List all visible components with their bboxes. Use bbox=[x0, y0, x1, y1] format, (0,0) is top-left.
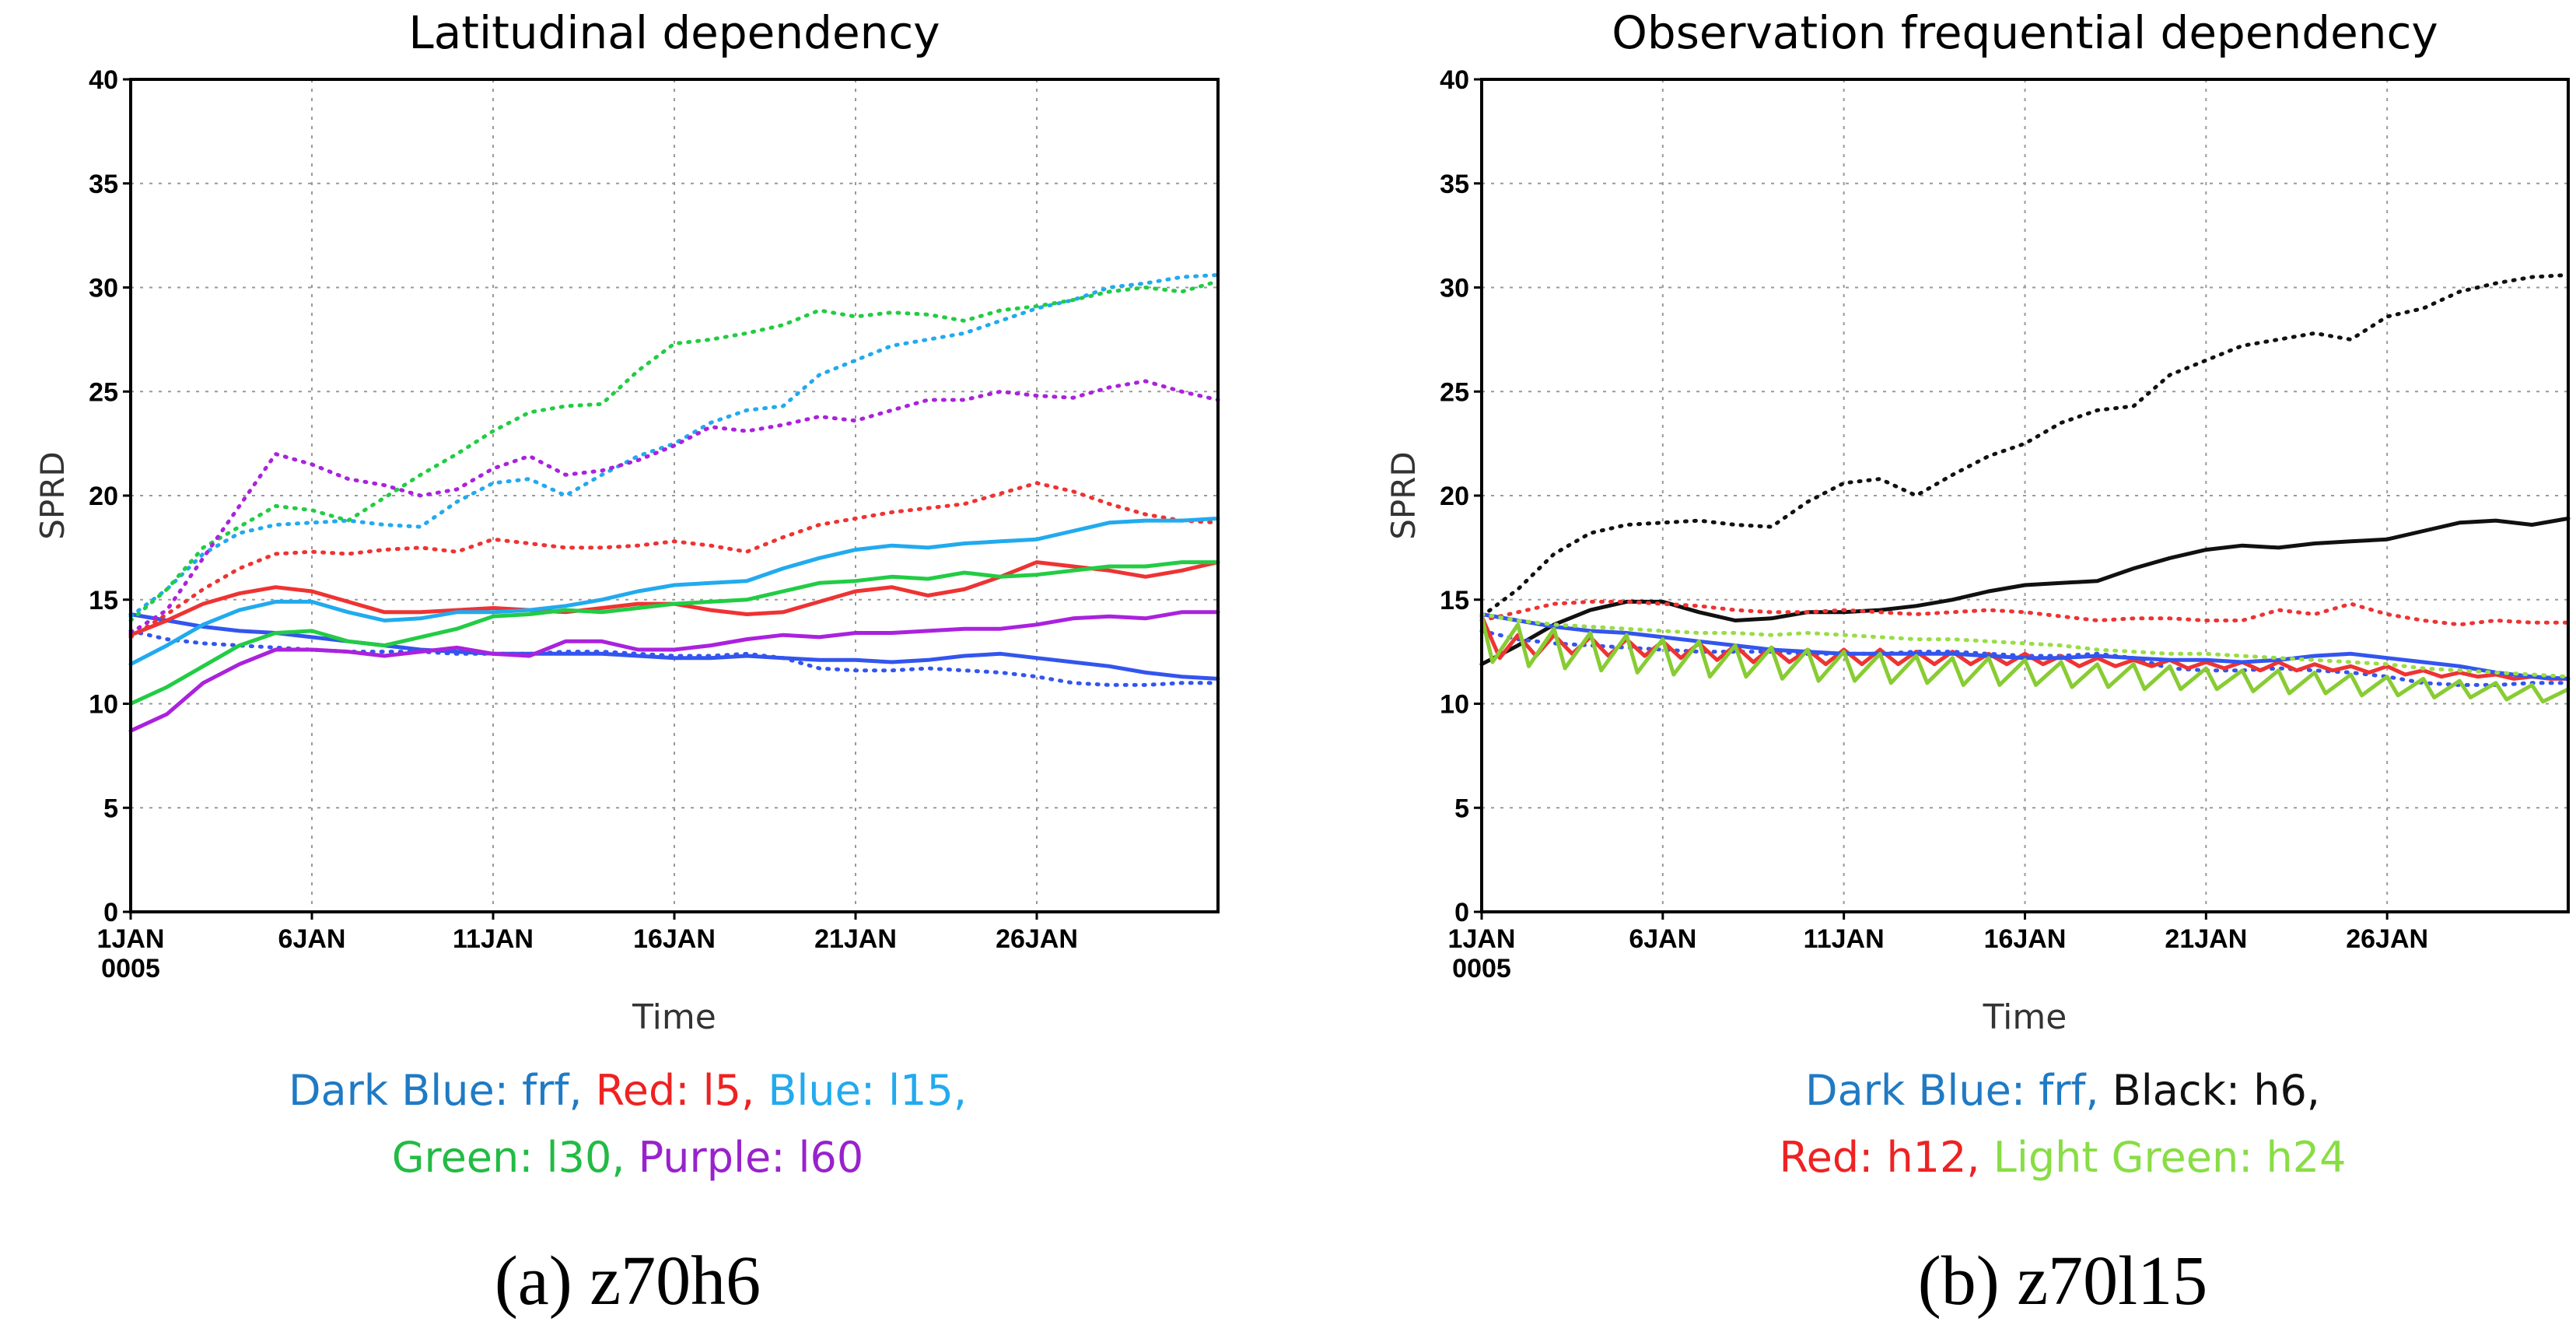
x-tick-label: 11JAN bbox=[453, 924, 534, 954]
legend-row: Red: h12, Light Green: h24 bbox=[1780, 1133, 2347, 1182]
plot-frame bbox=[1480, 78, 2570, 913]
series-line-h24-dotted bbox=[1479, 612, 2571, 679]
y-tick-label: 15 bbox=[89, 586, 118, 615]
x-tick-label: 26JAN bbox=[2346, 924, 2428, 954]
legend-entry: Dark Blue: frf, bbox=[289, 1066, 583, 1115]
x-axis-label: Time bbox=[1983, 997, 2067, 1037]
legend-entry: Red: h12, bbox=[1780, 1133, 1980, 1182]
chart-panel-b: Observation frequential dependency 0 5 10 15… bbox=[1384, 6, 2571, 1320]
legend-entry: Dark Blue: frf, bbox=[1805, 1066, 2099, 1115]
plot-frame bbox=[129, 78, 1220, 913]
y-tick-label: 10 bbox=[1440, 690, 1469, 720]
y-tick-label: 40 bbox=[89, 65, 118, 95]
y-tick-label: 25 bbox=[89, 377, 118, 407]
series-line-l60-solid bbox=[128, 610, 1220, 733]
series-line-l30-dotted bbox=[128, 279, 1220, 622]
series-line-l60-dotted bbox=[128, 379, 1220, 635]
legend-row: Dark Blue: frf, Red: l5, Blue: l15, bbox=[289, 1066, 967, 1115]
series-line-l5-dotted bbox=[128, 481, 1220, 640]
y-tick-label: 5 bbox=[103, 794, 118, 823]
series-line-h24-solid bbox=[1479, 614, 2571, 704]
x-tick-sublabel: 0005 bbox=[101, 954, 160, 983]
legend-row: Dark Blue: frf, Black: h6, bbox=[1805, 1066, 2320, 1115]
legend-row: Green: l30, Purple: l60 bbox=[392, 1133, 864, 1182]
x-tick-label: 16JAN bbox=[1984, 924, 2067, 954]
series-line-h6-dotted bbox=[1479, 272, 2571, 619]
series-line-l30-solid bbox=[128, 560, 1220, 706]
legend-entry: Red: l5, bbox=[583, 1066, 755, 1115]
series-line-l15-solid bbox=[128, 516, 1220, 667]
y-tick-label: 40 bbox=[1440, 65, 1469, 95]
y-tick-label: 30 bbox=[1440, 274, 1469, 303]
y-tick-label: 10 bbox=[89, 690, 118, 720]
y-tick-label: 35 bbox=[89, 170, 118, 199]
legend-entry: Green: l30, bbox=[392, 1133, 625, 1182]
series-line-frf-solid bbox=[128, 612, 1220, 681]
chart-title: Latitudinal dependency bbox=[408, 6, 940, 59]
y-axis-label: SPRD bbox=[1384, 451, 1423, 540]
y-tick-label: 25 bbox=[1440, 377, 1469, 407]
y-tick-label: 0 bbox=[1454, 898, 1469, 927]
series-line-h12-dotted bbox=[1479, 599, 2571, 627]
x-tick-label: 26JAN bbox=[996, 924, 1078, 954]
y-tick-label: 20 bbox=[1440, 482, 1469, 511]
y-tick-label: 30 bbox=[89, 274, 118, 303]
panel-caption: (b) z70l15 bbox=[1918, 1243, 2207, 1320]
legend-entry: Purple: l60 bbox=[625, 1133, 863, 1182]
chart-panel-a: Latitudinal dependency 0 5 10 15 20 25 30 35 40 1J… bbox=[33, 6, 1220, 1320]
y-axis-label: SPRD bbox=[33, 451, 72, 540]
x-tick-label: 16JAN bbox=[633, 924, 716, 954]
panel-caption: (a) z70h6 bbox=[495, 1243, 761, 1320]
y-tick-label: 20 bbox=[89, 482, 118, 511]
x-tick-label: 1JAN bbox=[97, 924, 165, 954]
x-tick-label: 6JAN bbox=[278, 924, 346, 954]
x-tick-sublabel: 0005 bbox=[1452, 954, 1511, 983]
x-tick-label: 21JAN bbox=[2165, 924, 2247, 954]
y-tick-label: 5 bbox=[1454, 794, 1469, 823]
x-tick-label: 21JAN bbox=[814, 924, 897, 954]
x-tick-label: 6JAN bbox=[1629, 924, 1696, 954]
series-line-frf-solid bbox=[1479, 612, 2571, 681]
legend-entry: Black: h6, bbox=[2099, 1066, 2320, 1115]
x-axis-label: Time bbox=[632, 997, 716, 1037]
x-tick-label: 1JAN bbox=[1448, 924, 1516, 954]
legend-entry: Light Green: h24 bbox=[1980, 1133, 2347, 1182]
series-line-h6-solid bbox=[1479, 516, 2571, 667]
y-tick-label: 15 bbox=[1440, 586, 1469, 615]
y-tick-label: 0 bbox=[103, 898, 118, 927]
y-tick-label: 35 bbox=[1440, 170, 1469, 199]
x-tick-label: 11JAN bbox=[1804, 924, 1885, 954]
chart-title: Observation frequential dependency bbox=[1612, 6, 2438, 59]
legend-entry: Blue: l15, bbox=[754, 1066, 967, 1115]
